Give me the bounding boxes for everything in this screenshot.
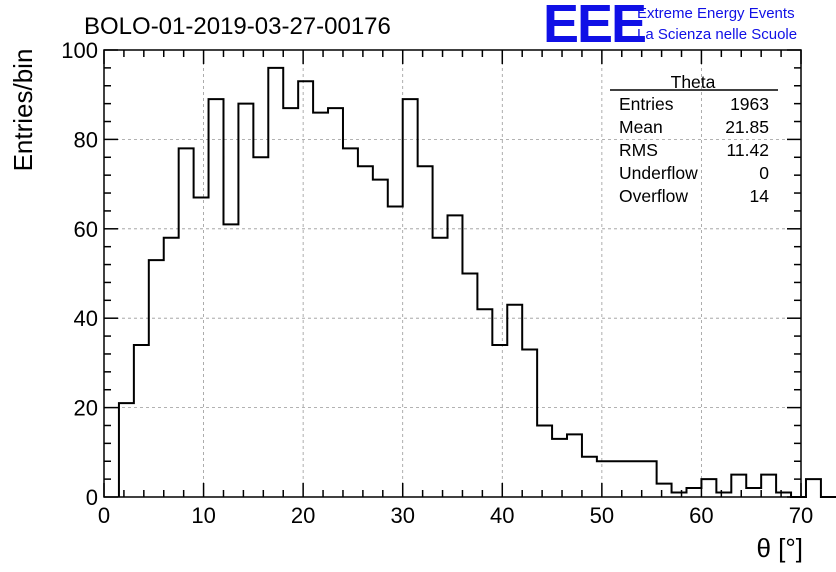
histogram-bin-22 xyxy=(448,215,463,497)
histogram-bin-3 xyxy=(164,238,179,497)
histogram-bin-13 xyxy=(313,113,328,497)
histogram-bin-12 xyxy=(298,81,313,497)
stats-label-entries: Entries xyxy=(619,94,674,114)
histogram-bin-9 xyxy=(253,157,268,497)
histogram-bin-14 xyxy=(328,108,343,497)
histogram-bin-6 xyxy=(209,99,224,497)
plot-frame xyxy=(103,49,802,498)
histogram-bin-8 xyxy=(238,104,253,497)
y-tick-label-1: 20 xyxy=(74,396,98,421)
histogram-bin-46 xyxy=(806,479,821,497)
x-tick-label-0: 0 xyxy=(98,503,110,528)
histogram-bin-28 xyxy=(537,425,552,497)
stats-title: Theta xyxy=(671,72,716,92)
histogram-bin-10 xyxy=(268,68,283,497)
histogram-bin-4 xyxy=(179,148,194,497)
histogram-bin-5 xyxy=(194,198,209,497)
histogram-bin-30 xyxy=(567,434,582,497)
histogram-bin-1 xyxy=(134,345,149,497)
histogram-bin-19 xyxy=(403,99,418,497)
axes xyxy=(103,49,802,498)
stats-value-mean: 21.85 xyxy=(725,117,769,137)
histogram-bin-39 xyxy=(701,479,716,497)
histogram-bin-24 xyxy=(477,309,492,497)
stats-value-underflow: 0 xyxy=(759,163,769,183)
histogram-bin-17 xyxy=(373,180,388,497)
eee-logo-mark: EEE xyxy=(543,0,645,54)
x-tick-label-7: 70 xyxy=(789,503,813,528)
histogram-bin-43 xyxy=(761,475,776,497)
logo-line-1: Extreme Energy Events xyxy=(637,5,795,22)
histogram-bin-7 xyxy=(223,224,238,497)
histogram-bin-23 xyxy=(462,274,477,498)
y-axis-label: Entries/bin xyxy=(8,49,38,172)
histogram-bin-21 xyxy=(433,238,448,497)
logo-line-2: La Scienza nelle Scuole xyxy=(637,26,797,43)
histogram-bin-25 xyxy=(492,345,507,497)
histogram-bin-20 xyxy=(418,166,433,497)
histogram-bin-38 xyxy=(686,488,701,497)
stats-label-overflow: Overflow xyxy=(619,186,688,206)
histogram-bin-0 xyxy=(119,403,134,497)
stats-value-rms: 11.42 xyxy=(727,140,770,160)
x-tick-label-3: 30 xyxy=(390,503,414,528)
stats-value-entries: 1963 xyxy=(730,94,769,114)
tick-labels: 0 10 20 30 40 50 60 70 0 20 40 60 80 100 xyxy=(61,38,813,528)
histogram-bin-27 xyxy=(522,349,537,497)
y-tick-label-5: 100 xyxy=(61,38,98,63)
x-tick-label-5: 50 xyxy=(590,503,614,528)
x-tick-label-1: 10 xyxy=(191,503,215,528)
y-tick-label-4: 80 xyxy=(74,127,98,152)
histogram-bin-18 xyxy=(388,206,403,497)
stats-label-underflow: Underflow xyxy=(619,163,698,183)
histogram-bin-15 xyxy=(343,148,358,497)
histogram-bin-29 xyxy=(552,439,567,497)
histogram-bin-34 xyxy=(627,461,642,497)
histogram-bin-2 xyxy=(149,260,164,497)
histogram-bin-16 xyxy=(358,166,373,497)
histogram-bin-31 xyxy=(582,457,597,497)
histogram-bin-36 xyxy=(657,484,672,497)
histogram-bin-42 xyxy=(746,488,761,497)
y-tick-label-3: 60 xyxy=(74,217,98,242)
histogram-bin-26 xyxy=(507,305,522,497)
histogram-bin-32 xyxy=(597,461,612,497)
stats-value-overflow: 14 xyxy=(750,186,770,206)
stats-label-mean: Mean xyxy=(619,117,663,137)
y-tick-label-0: 0 xyxy=(86,485,98,510)
histogram-outline xyxy=(117,66,836,498)
stats-box: Theta Entries 1963 Mean 21.85 RMS 11.42 Underf… xyxy=(610,72,778,206)
x-tick-label-2: 20 xyxy=(291,503,315,528)
x-tick-label-4: 40 xyxy=(490,503,514,528)
stats-label-rms: RMS xyxy=(619,140,658,160)
histogram-bin-33 xyxy=(612,461,627,497)
x-tick-label-6: 60 xyxy=(689,503,713,528)
y-tick-label-2: 40 xyxy=(74,306,98,331)
chart-title: BOLO-01-2019-03-27-00176 xyxy=(84,13,391,40)
histogram-bin-11 xyxy=(283,108,298,497)
histogram-bars xyxy=(117,66,836,498)
x-axis-label: θ [°] xyxy=(756,533,803,563)
histogram-bin-41 xyxy=(731,475,746,497)
histogram-bin-35 xyxy=(642,461,657,497)
